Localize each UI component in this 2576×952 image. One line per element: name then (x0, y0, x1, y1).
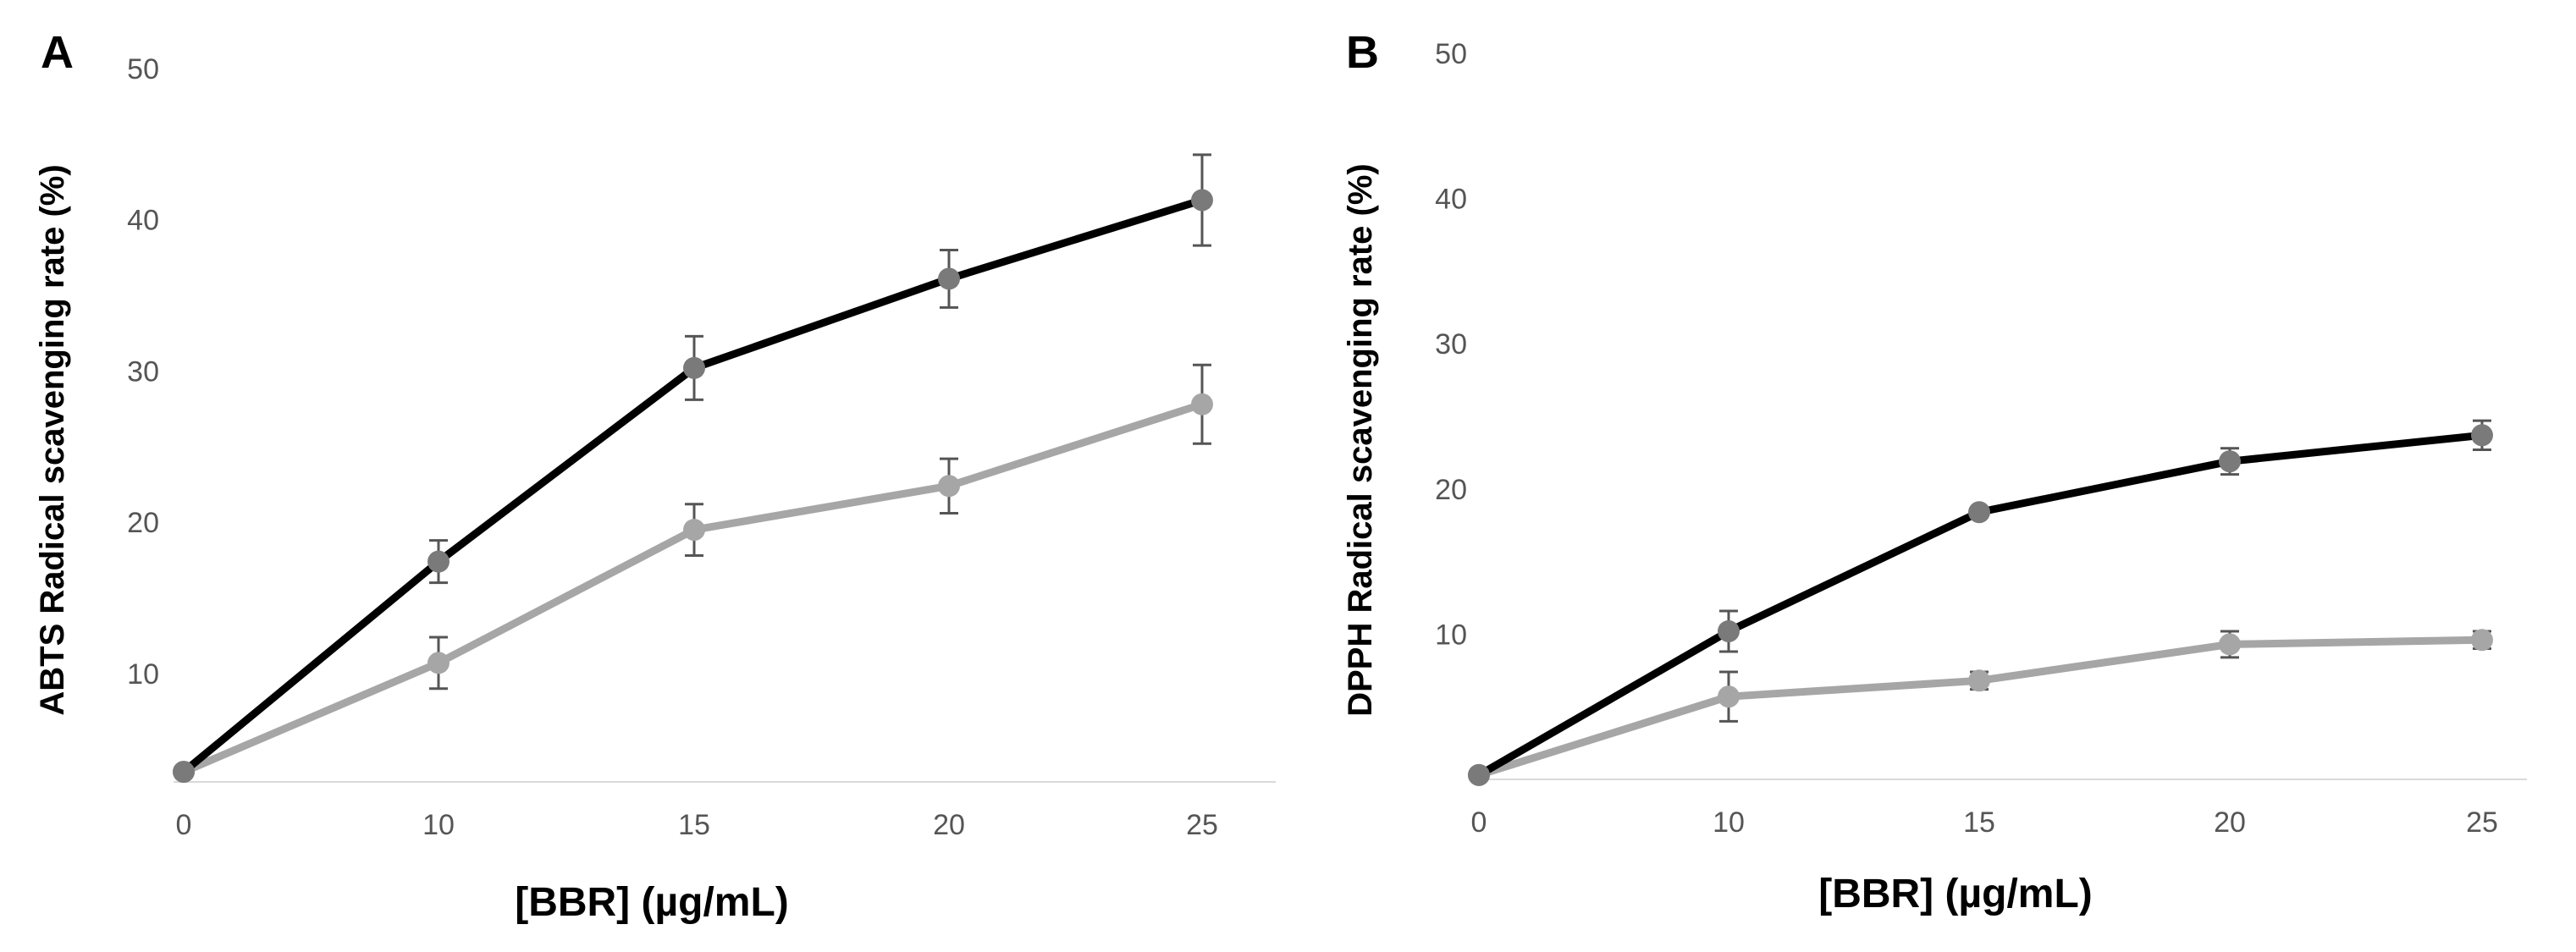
y-tick-label: 40 (127, 205, 159, 237)
x-tick-label: 20 (933, 809, 965, 841)
data-point (1191, 189, 1213, 212)
y-tick-label: 30 (1435, 328, 1467, 360)
data-point (1968, 501, 1990, 524)
data-point (1968, 669, 1990, 692)
panel-letter: A (41, 27, 74, 78)
panel-a: A 0 10 15 20 25 10 20 30 40 50 [BBR] (µg/mL) ABTS Ra… (34, 27, 1276, 925)
data-point (683, 519, 705, 542)
series-line (179, 400, 1206, 776)
data-point (173, 761, 195, 784)
data-point (2219, 633, 2241, 656)
y-tick-label: 10 (127, 658, 159, 691)
data-point (427, 550, 450, 573)
data-point (938, 475, 960, 498)
series-gray (1468, 629, 2493, 786)
data-point (683, 356, 705, 379)
y-tick-label: 50 (127, 53, 159, 85)
panel-letter: B (1346, 27, 1379, 78)
y-axis-title: ABTS Radical scavenging rate (%) (34, 164, 71, 715)
data-point (1718, 619, 1740, 642)
x-axis-title: [BBR] (µg/mL) (515, 880, 789, 925)
data-point (938, 267, 960, 290)
data-point (427, 652, 450, 674)
x-tick-label: 25 (2466, 806, 2498, 839)
data-point (1468, 763, 1490, 786)
data-point (2219, 450, 2241, 473)
y-tick-label: 20 (1435, 474, 1467, 506)
x-tick-label: 15 (678, 809, 710, 841)
data-point (1718, 685, 1740, 708)
y-tick-label: 30 (127, 355, 159, 388)
x-tick-label: 0 (1471, 806, 1487, 839)
series-black (173, 153, 1213, 784)
x-tick-label: 0 (176, 809, 192, 841)
x-tick-label: 10 (1713, 806, 1745, 839)
y-tick-label: 50 (1435, 38, 1467, 70)
panel-b: B 0 10 15 20 25 10 20 30 40 50 [BBR] (µg/mL) DPPH Ra… (1342, 27, 2527, 916)
y-tick-label: 20 (127, 507, 159, 539)
data-point (2471, 629, 2493, 652)
x-tick-label: 10 (422, 809, 455, 841)
series-black (1468, 419, 2493, 786)
x-tick-label: 15 (1963, 806, 1995, 839)
y-axis-title: DPPH Radical scavenging rate (%) (1342, 163, 1379, 717)
series-line (179, 195, 1206, 776)
x-tick-label: 25 (1186, 809, 1218, 841)
series-gray (173, 363, 1213, 784)
data-point (2471, 424, 2493, 447)
x-tick-label: 20 (2214, 806, 2246, 839)
series-line (1475, 636, 2486, 779)
x-axis-title: [BBR] (µg/mL) (1818, 872, 2093, 916)
y-tick-label: 10 (1435, 619, 1467, 651)
data-point (1191, 393, 1213, 415)
y-tick-label: 40 (1435, 184, 1467, 216)
